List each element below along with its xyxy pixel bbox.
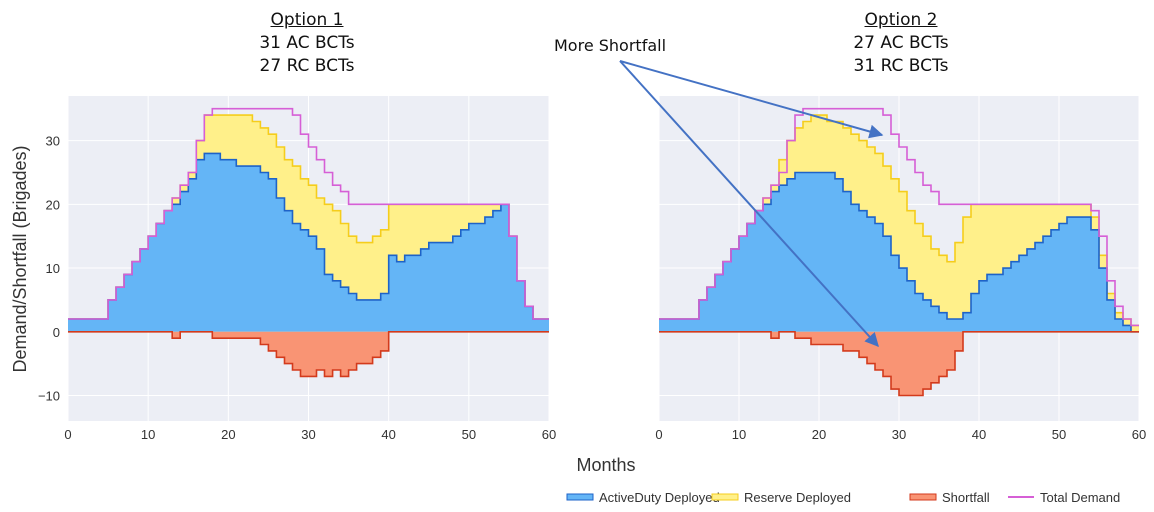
legend-swatch (909, 493, 937, 501)
more-shortfall-annotation: More Shortfall (554, 36, 666, 55)
y-tick-label: −10 (38, 389, 60, 404)
x-tick-label: 10 (141, 427, 155, 442)
y-tick-label: 20 (46, 197, 60, 212)
plot-panel-2: 0 10 20 30 40 50 60 (655, 96, 1146, 442)
x-tick-label: 0 (64, 427, 71, 442)
legend: ActiveDuty Deployed Reserve Deployed Short… (566, 490, 1120, 505)
activeduty-deployed-area (659, 172, 1139, 332)
legend-label: ActiveDuty Deployed (599, 490, 720, 505)
plot-panel-1: 0 10 20 30 40 50 60 −10 0 10 20 30 (38, 96, 556, 442)
option-1-title: Option 1 31 AC BCTs 27 RC BCTs (197, 9, 417, 78)
x-tick-label: 60 (542, 427, 556, 442)
x-tick-label: 60 (1132, 427, 1146, 442)
y-axis-title: Demand/Shortfall (Brigades) (10, 145, 30, 372)
option-2-ac-count: 27 AC BCTs (853, 33, 949, 53)
shortfall-area (659, 331, 1139, 396)
x-tick-label: 20 (812, 427, 826, 442)
annotation-arrow-reserve (619, 60, 884, 139)
legend-item-shortfall: Shortfall (909, 490, 990, 505)
y-tick-label: 0 (53, 325, 60, 340)
option-1-heading: Option 1 (270, 10, 344, 30)
legend-item-activeduty-deployed: ActiveDuty Deployed (566, 490, 720, 505)
option-2-rc-count: 31 RC BCTs (853, 56, 949, 76)
x-tick-label: 20 (221, 427, 235, 442)
option-2-heading: Option 2 (864, 10, 938, 30)
x-tick-label: 10 (732, 427, 746, 442)
option-1-rc-count: 27 RC BCTs (259, 56, 355, 76)
x-axis-title: Months (576, 455, 635, 475)
x-tick-label: 30 (301, 427, 315, 442)
legend-label: Reserve Deployed (744, 490, 851, 505)
option-2-title: Option 2 27 AC BCTs 31 RC BCTs (791, 9, 1011, 78)
legend-swatch (711, 493, 739, 501)
x-tick-label: 0 (655, 427, 662, 442)
y-tick-label: 10 (46, 261, 60, 276)
x-tick-label: 30 (892, 427, 906, 442)
x-tick-label: 50 (462, 427, 476, 442)
x-tick-label: 40 (381, 427, 395, 442)
x-tick-label: 50 (1052, 427, 1066, 442)
legend-label: Total Demand (1040, 490, 1120, 505)
option-1-ac-count: 31 AC BCTs (259, 33, 355, 53)
shortfall-area (68, 331, 549, 377)
legend-swatch (566, 493, 594, 501)
legend-item-total-demand: Total Demand (1008, 490, 1120, 505)
x-tick-label: 40 (972, 427, 986, 442)
total-demand-line (68, 107, 549, 320)
y-tick-label: 30 (46, 134, 60, 149)
shortfall-line (659, 331, 1139, 397)
total-demand-line (659, 107, 1139, 327)
annotation-arrow-shortfall (619, 60, 879, 348)
legend-item-reserve-deployed: Reserve Deployed (711, 490, 851, 505)
activeduty-deployed-area (68, 153, 549, 332)
legend-label: Shortfall (942, 490, 990, 505)
shortfall-line (68, 331, 549, 378)
